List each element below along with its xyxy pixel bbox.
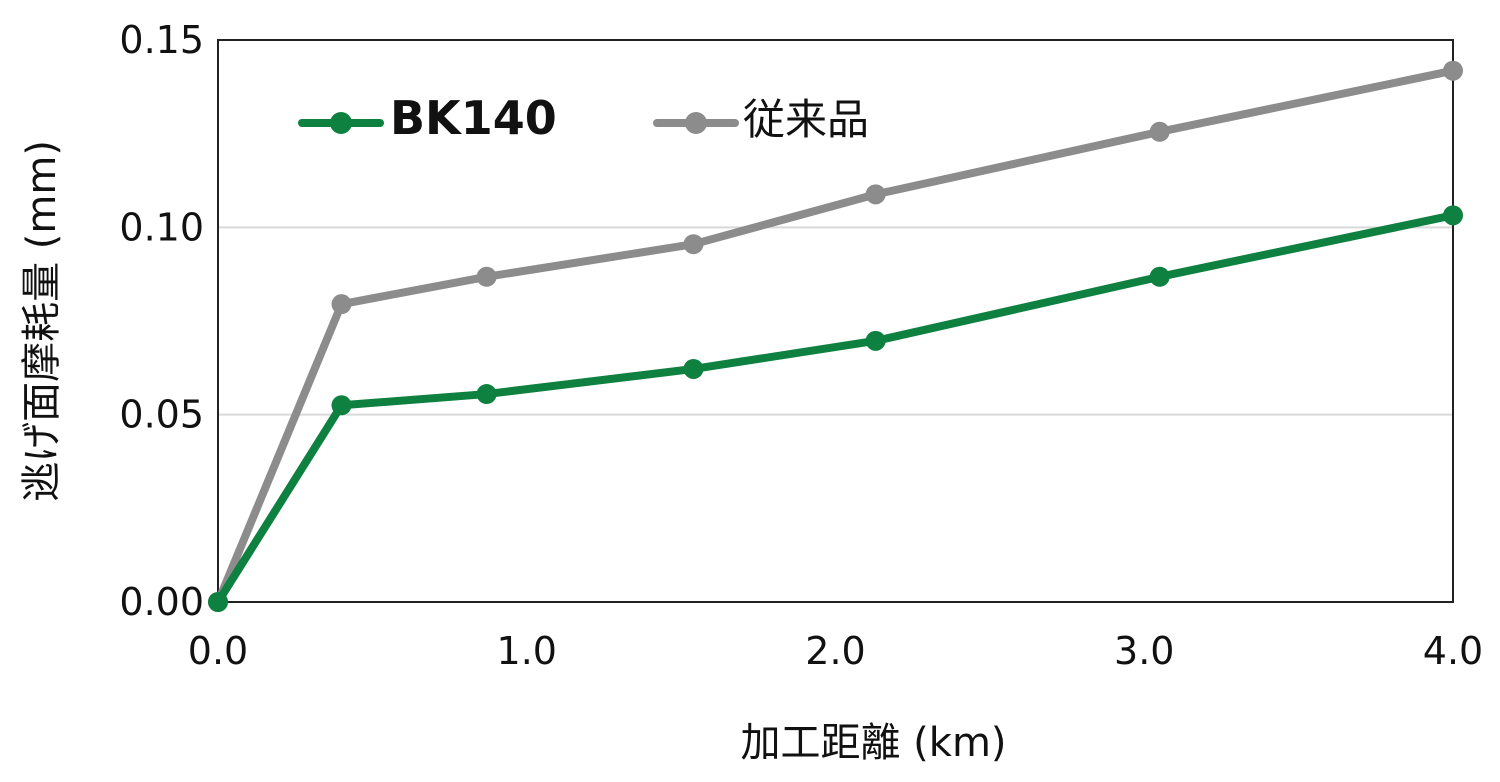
data-point-bk140 bbox=[865, 330, 886, 351]
y-axis-title: 逃げ面摩耗量 (mm) bbox=[19, 140, 65, 502]
y-tick-label: 0.15 bbox=[119, 18, 204, 62]
y-tick-label: 0.10 bbox=[119, 205, 204, 249]
data-point-bk140 bbox=[331, 395, 352, 416]
y-tick-label: 0.00 bbox=[119, 580, 204, 624]
legend-marker-bk140 bbox=[330, 112, 352, 134]
data-point-bk140 bbox=[683, 358, 704, 379]
data-point-bk140 bbox=[476, 384, 497, 405]
data-point-conventional bbox=[1443, 60, 1463, 81]
legend: BK140 従来品 bbox=[298, 91, 869, 145]
data-point-conventional bbox=[865, 184, 886, 205]
data-point-bk140 bbox=[1443, 205, 1463, 226]
data-point-bk140 bbox=[208, 592, 228, 612]
y-tick-label: 0.05 bbox=[119, 393, 204, 437]
x-tick-label: 3.0 bbox=[1114, 629, 1174, 673]
y-tick-labels: 0.00 0.05 0.10 0.15 bbox=[119, 18, 204, 624]
series-line-conventional bbox=[214, 66, 1457, 606]
grid-lines bbox=[218, 226, 1453, 416]
series-layer bbox=[208, 60, 1463, 612]
x-tick-label: 4.0 bbox=[1423, 629, 1483, 673]
x-tick-label: 0.0 bbox=[188, 629, 248, 673]
data-point-conventional bbox=[1149, 121, 1170, 142]
x-tick-label: 2.0 bbox=[805, 629, 865, 673]
data-point-conventional bbox=[476, 266, 497, 287]
legend-label-conventional: 従来品 bbox=[743, 95, 869, 144]
data-point-bk140 bbox=[1149, 266, 1170, 287]
x-tick-label: 1.0 bbox=[497, 629, 557, 673]
legend-marker-conventional bbox=[685, 112, 707, 134]
legend-label-bk140: BK140 bbox=[390, 91, 557, 145]
data-point-conventional bbox=[331, 294, 352, 315]
series-line-bk140 bbox=[214, 211, 1457, 606]
plot-area-frame bbox=[217, 39, 1454, 603]
x-tick-labels: 0.0 1.0 2.0 3.0 4.0 bbox=[188, 629, 1483, 673]
data-point-conventional bbox=[683, 234, 704, 255]
x-axis-title: 加工距離 (km) bbox=[740, 720, 1006, 766]
